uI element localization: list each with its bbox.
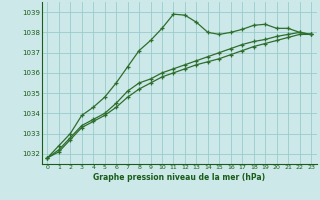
X-axis label: Graphe pression niveau de la mer (hPa): Graphe pression niveau de la mer (hPa) [93, 173, 265, 182]
